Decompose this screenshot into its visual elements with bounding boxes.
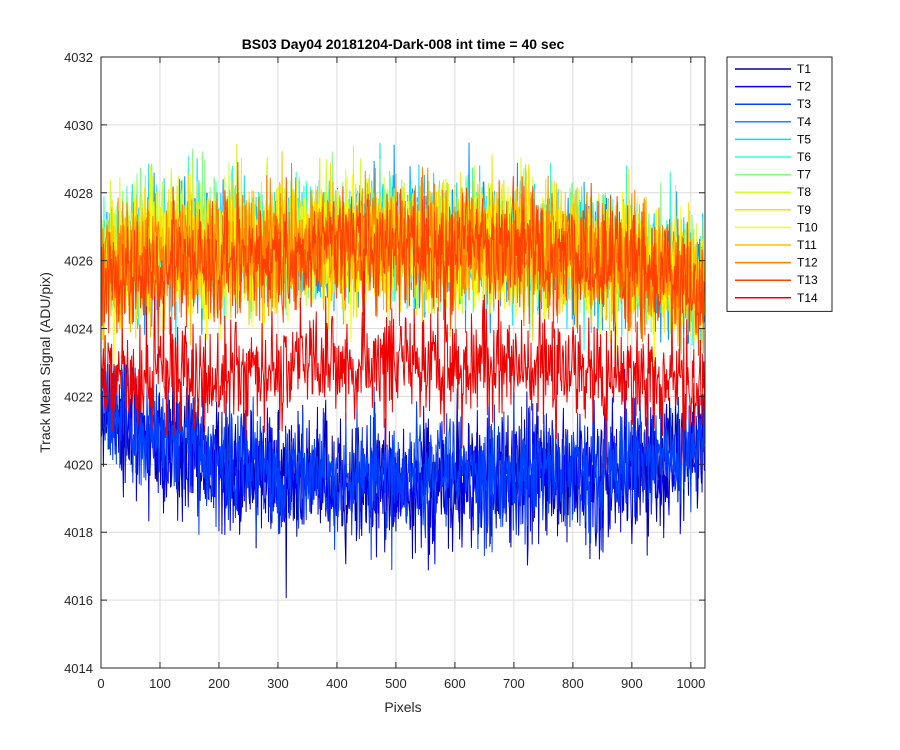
x-tick-label: 0: [97, 676, 104, 691]
legend-label: T4: [797, 115, 811, 129]
series-group: [100, 142, 705, 599]
y-tick-label: 4028: [64, 186, 93, 201]
legend: T1 T2 T3 T4 T5 T6 T7 T8 T9 T10 T11 T12 T13 T14: [726, 56, 833, 312]
x-tick-label: 800: [562, 676, 584, 691]
x-tick-label: 300: [267, 676, 289, 691]
legend-label: T3: [797, 97, 811, 111]
y-tick-label: 4026: [64, 254, 93, 269]
series-line-t13: [100, 161, 705, 373]
x-tick-label: 400: [326, 676, 348, 691]
y-tick-label: 4024: [64, 322, 93, 337]
legend-label: T6: [797, 150, 811, 164]
series-line-t3: [100, 359, 705, 571]
legend-label: T2: [797, 80, 811, 94]
x-tick-label: 600: [444, 676, 466, 691]
y-tick-label: 4016: [64, 593, 93, 608]
x-axis-title: Pixels: [384, 699, 421, 715]
series-line-t14: [100, 270, 705, 471]
axes-box: [100, 56, 706, 669]
legend-label: T7: [797, 168, 811, 182]
x-tick-label: 900: [621, 676, 643, 691]
legend-box: [726, 56, 833, 312]
x-tick-label: 700: [503, 676, 525, 691]
chart-title: BS03 Day04 20181204-Dark-008 int time = …: [242, 36, 565, 52]
y-axis-title: Track Mean Signal (ADU/pix): [37, 272, 53, 453]
x-tick-label: 100: [149, 676, 171, 691]
legend-label: T10: [797, 220, 818, 234]
y-tick-label: 4014: [64, 661, 93, 676]
legend-label: T1: [797, 62, 811, 76]
legend-label: T14: [797, 291, 818, 305]
legend-label: T9: [797, 203, 811, 217]
ticks: 0 100 200 300 400 500 600 700 800 900 1000 4014 4016…: [64, 50, 705, 691]
legend-label: T13: [797, 273, 818, 287]
y-tick-label: 4030: [64, 118, 93, 133]
legend-label: T8: [797, 185, 811, 199]
x-tick-label: 1000: [676, 676, 705, 691]
legend-label: T12: [797, 256, 818, 270]
x-tick-label: 500: [385, 676, 407, 691]
y-tick-label: 4018: [64, 525, 93, 540]
y-tick-label: 4022: [64, 389, 93, 404]
y-tick-label: 4020: [64, 457, 93, 472]
y-tick-label: 4032: [64, 50, 93, 65]
x-tick-label: 200: [208, 676, 230, 691]
legend-label: T11: [797, 238, 817, 252]
legend-label: T5: [797, 132, 811, 146]
